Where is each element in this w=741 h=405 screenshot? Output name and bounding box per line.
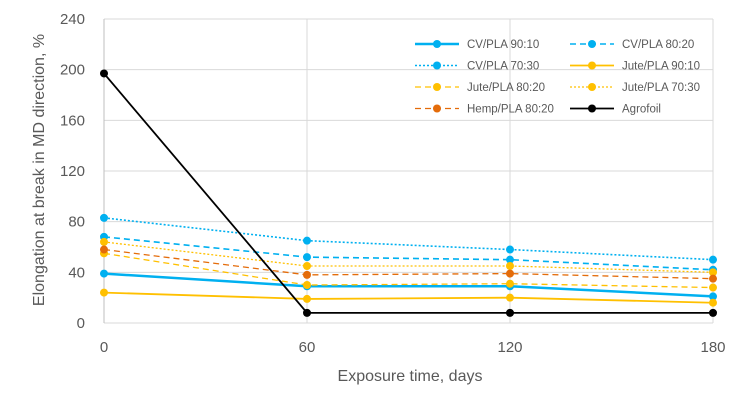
legend-swatch-marker <box>433 40 441 48</box>
legend-item: Agrofoil <box>570 104 661 116</box>
data-point <box>506 245 514 254</box>
data-point <box>100 69 108 78</box>
data-point <box>506 269 514 278</box>
data-point <box>709 298 717 307</box>
data-point <box>506 308 514 317</box>
series-line <box>103 217 714 261</box>
legend-swatch-marker <box>433 104 441 113</box>
axes: 0 40 80 120 160 200 240 0 60 120 180 <box>60 11 726 356</box>
y-tick-label: 80 <box>68 214 85 231</box>
legend: CV/PLA 90:10 CV/PLA 80:20 CV/PLA 70:30 Jute… <box>415 39 700 116</box>
data-point <box>709 255 717 264</box>
series-lines <box>100 69 717 317</box>
data-point <box>709 268 717 277</box>
data-point <box>506 262 514 270</box>
data-point <box>303 294 311 303</box>
series-line <box>103 241 714 273</box>
legend-label: CV/PLA 70:30 <box>467 61 539 73</box>
data-point <box>100 269 108 278</box>
x-axis-label: Exposure time, days <box>338 368 483 385</box>
data-point <box>303 281 311 289</box>
legend-item: CV/PLA 80:20 <box>570 39 694 51</box>
y-tick-label: 160 <box>60 112 85 129</box>
x-tick-label: 0 <box>100 339 108 356</box>
legend-swatch-marker <box>588 104 596 113</box>
data-point <box>303 270 311 279</box>
data-point <box>709 308 717 317</box>
legend-label: Jute/PLA 90:10 <box>622 61 700 73</box>
legend-label: Agrofoil <box>622 104 661 116</box>
series-line <box>103 248 714 280</box>
legend-label: Jute/PLA 70:30 <box>622 82 700 94</box>
x-tick-label: 60 <box>299 339 316 356</box>
legend-swatch-marker <box>588 83 596 91</box>
series-cv-pla-80-20 <box>100 232 717 274</box>
series-line <box>103 272 714 298</box>
y-tick-label: 0 <box>77 315 85 332</box>
series-jute-pla-70-30 <box>100 237 717 277</box>
series-agrofoil <box>100 69 717 317</box>
data-point <box>303 262 311 270</box>
series-line <box>103 72 713 314</box>
series-hemp-pla-80-20 <box>100 245 717 283</box>
data-point <box>506 255 514 264</box>
legend-swatch-marker <box>588 61 596 70</box>
legend-item: Jute/PLA 80:20 <box>415 82 545 94</box>
x-tick-label: 120 <box>497 339 522 356</box>
data-point <box>100 237 108 246</box>
data-point <box>100 245 108 254</box>
legend-item: CV/PLA 70:30 <box>415 61 539 73</box>
data-point <box>303 253 311 262</box>
data-point <box>506 293 514 302</box>
y-tick-label: 120 <box>60 163 85 180</box>
data-point <box>303 308 311 317</box>
legend-item: CV/PLA 90:10 <box>415 39 539 51</box>
data-point <box>709 274 717 283</box>
y-axis-label: Elongation at break in MD direction, % <box>31 34 48 306</box>
legend-label: CV/PLA 90:10 <box>467 39 539 51</box>
series-line <box>103 236 714 271</box>
y-tick-label: 40 <box>68 264 85 281</box>
legend-label: Hemp/PLA 80:20 <box>467 104 554 116</box>
series-cv-pla-70-30 <box>100 213 717 264</box>
series-line <box>103 291 714 304</box>
legend-swatch-marker <box>433 61 441 70</box>
legend-item: Hemp/PLA 80:20 <box>415 104 554 116</box>
series-jute-pla-90-10 <box>100 288 717 307</box>
data-point <box>100 288 108 297</box>
data-point <box>303 236 311 245</box>
legend-item: Jute/PLA 90:10 <box>570 61 700 73</box>
x-tick-label: 180 <box>700 339 725 356</box>
y-tick-label: 240 <box>60 11 85 28</box>
series-line <box>103 252 714 289</box>
data-point <box>100 213 108 222</box>
legend-label: Jute/PLA 80:20 <box>467 82 545 94</box>
y-tick-label: 200 <box>60 62 85 79</box>
legend-item: Jute/PLA 70:30 <box>570 82 700 94</box>
data-point <box>709 292 717 301</box>
data-point <box>709 283 717 292</box>
data-point <box>506 279 514 288</box>
legend-swatch-marker <box>588 40 596 48</box>
legend-swatch-marker <box>433 83 441 91</box>
legend-label: CV/PLA 80:20 <box>622 39 694 51</box>
